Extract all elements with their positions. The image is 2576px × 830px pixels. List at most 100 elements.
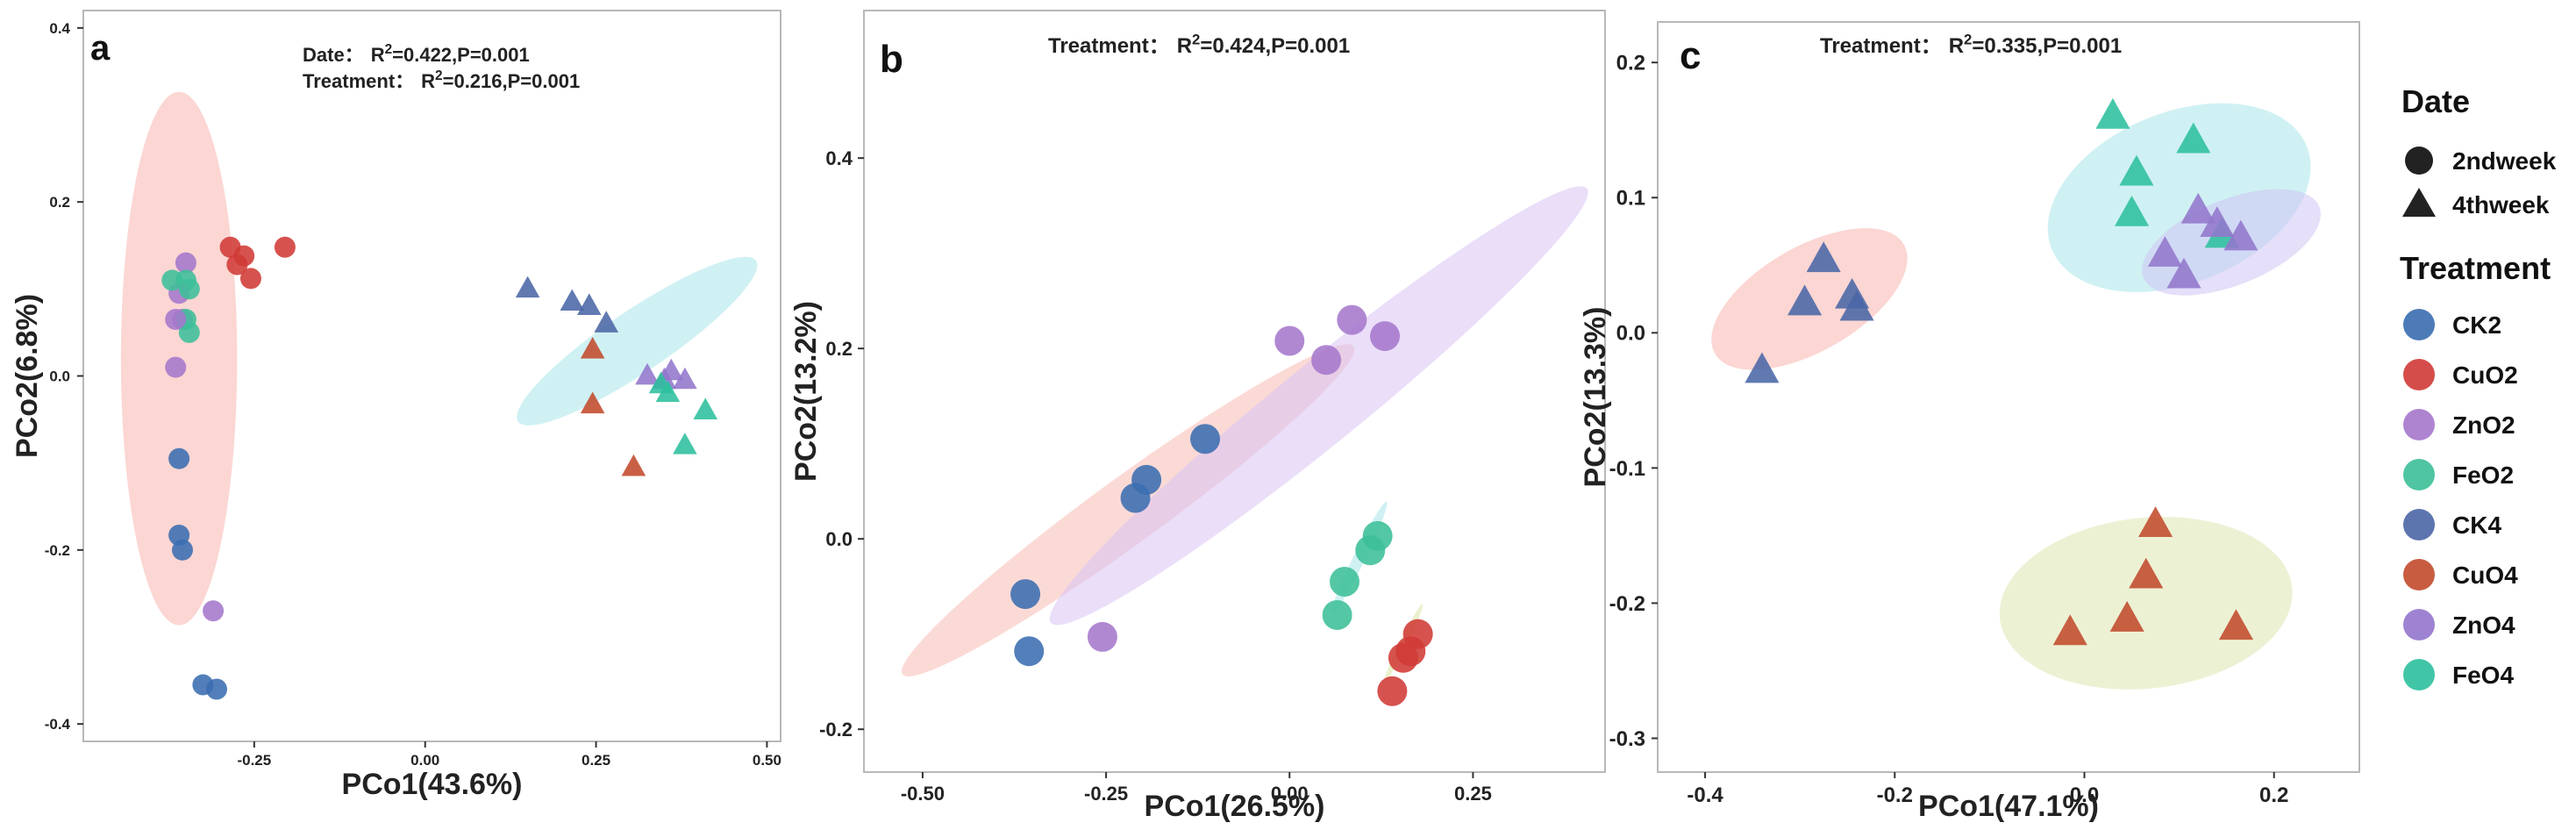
legend-swatch-CuO2 [2403,359,2435,390]
stat-r: R [421,70,435,92]
x-tick-label: 0.0 [2070,783,2099,807]
stat-value: =0.216,P=0.001 [443,70,581,92]
point-CK2 [205,678,227,700]
point-CuO4 [2052,614,2087,646]
point-ZnO4 [2223,219,2258,251]
legend-treatment-title: Treatment [2400,250,2551,286]
legend-swatch-CK4 [2403,509,2435,540]
stat-label: Treatment： [1820,34,1942,58]
point-CK2 [1014,636,1045,667]
stat-value: =0.335,P=0.001 [1972,34,2122,58]
point-CuO4 [2138,506,2173,538]
point-ZnO4 [2180,192,2216,224]
point-FeO4 [655,380,681,403]
panel-b: -0.50 -0.25 0.00 0.25 -0.2 0.0 0.2 0.4 PCo1(26.5… [789,10,1606,823]
ellipse-ZnO [1049,186,1588,626]
point-CK4 [1839,290,1874,321]
point-CuO2 [1377,676,1408,706]
legend-treatment-label: FeO4 [2452,662,2514,689]
point-CuO4 [2218,609,2254,640]
y-tick-label: -0.2 [1609,592,1645,616]
plot-content [1711,97,2321,690]
stat-text: Treatment： R2=0.335,P=0.001 [1820,31,2122,58]
y-tick-label: 0.4 [49,20,70,37]
point-CK4 [576,293,602,316]
y-tick-label: -0.2 [45,542,70,559]
legend-date-label: 4thweek [2452,191,2550,218]
x-axis-label: PCo1(26.5%) [1145,790,1325,823]
point-CK4 [560,289,585,311]
x-axis-label: PCo1(47.1%) [1918,790,2099,823]
point-CK2 [1010,579,1041,610]
x-tick-label: 0.25 [1454,783,1492,805]
point-CK4 [594,311,619,333]
y-tick-label: 0.1 [1616,187,1645,211]
point-ZnO2 [1370,321,1401,352]
point-CuO4 [2129,557,2164,589]
y-tick-label: 0.2 [825,338,853,360]
y-tick-label: 0.0 [1616,322,1645,346]
stat-text: Treatment： R2=0.424,P=0.001 [1048,31,1350,58]
y-tick-label: -0.4 [45,716,71,733]
stat-r: R [1949,34,1964,58]
point-FeO4 [2119,154,2154,186]
y-tick-label: 0.2 [1616,52,1645,75]
point-ZnO4 [673,367,697,390]
point-CuO2 [233,245,255,267]
panel-a: -0.25 0.00 0.25 0.50 -0.4 -0.2 0.0 0.2 0.4 PCo1(4… [11,10,781,801]
plot-content [120,91,758,700]
legend-treatment-label: ZnO4 [2452,612,2515,639]
y-axis-label: PCo2(13.2%) [789,301,823,482]
point-FeO4 [693,397,718,420]
point-CK4 [1745,352,1780,383]
point-FeO2 [178,321,200,343]
point-FeO2 [1355,535,1386,566]
point-ZnO2 [165,309,187,331]
point-FeO2 [161,269,183,291]
point-FeO2 [1329,567,1359,597]
point-CuO4 [2109,601,2144,632]
stat-label: Treatment： [1048,34,1170,58]
point-CK2 [172,539,194,561]
point-CuO2 [239,268,261,290]
stat-text: Treatment： R2=0.216,P=0.001 [303,68,580,92]
point-FeO4 [2176,122,2211,154]
y-tick-label: 0.0 [825,528,853,550]
x-tick-label: -0.2 [1877,783,1913,807]
point-ZnO4 [2147,236,2182,267]
legend-treatment-label: CuO2 [2452,361,2518,389]
point-CuO4 [580,391,605,414]
point-FeO4 [673,433,697,454]
legend-triangle-icon [2402,188,2436,217]
point-CK4 [1806,241,1841,273]
legend-swatch-FeO2 [2403,459,2435,490]
legend-treatment-label: CK4 [2452,512,2501,539]
y-tick-label: 0.0 [49,368,70,384]
point-ZnO2 [165,356,187,378]
legend-swatch-CuO4 [2403,559,2435,590]
panel-letter: a [90,29,111,68]
point-CK4 [1788,284,1823,316]
stat-sup: 2 [1192,31,1200,47]
point-CuO4 [580,336,605,359]
legend: Date 2ndweek 4thweek Treatment CK2 CuO2 ZnO2 Fe… [2400,83,2557,690]
legend-date-label: 2ndweek [2452,147,2557,175]
legend-date-title: Date [2401,83,2470,119]
stat-sup: 2 [385,42,393,57]
point-CK2 [1131,464,1162,495]
point-ZnO4 [659,358,684,381]
x-tick-label: 0.2 [2259,783,2288,807]
x-tick-label: -0.50 [901,783,945,805]
point-CuO2 [274,236,296,258]
x-tick-label: -0.25 [237,752,271,769]
legend-swatch-CK2 [2403,309,2435,340]
point-CuO2 [1388,642,1418,673]
stat-r: R [1177,34,1192,58]
x-tick-label: -0.4 [1687,783,1723,807]
panel-letter: c [1680,34,1701,77]
ellipse-CuO4 [1999,517,2293,690]
point-ZnO4 [2200,206,2235,238]
panel-letter: b [880,38,903,81]
legend-treatment-label: CuO4 [2452,562,2518,589]
y-axis-label: PCo2(13.3%) [1579,307,1612,488]
